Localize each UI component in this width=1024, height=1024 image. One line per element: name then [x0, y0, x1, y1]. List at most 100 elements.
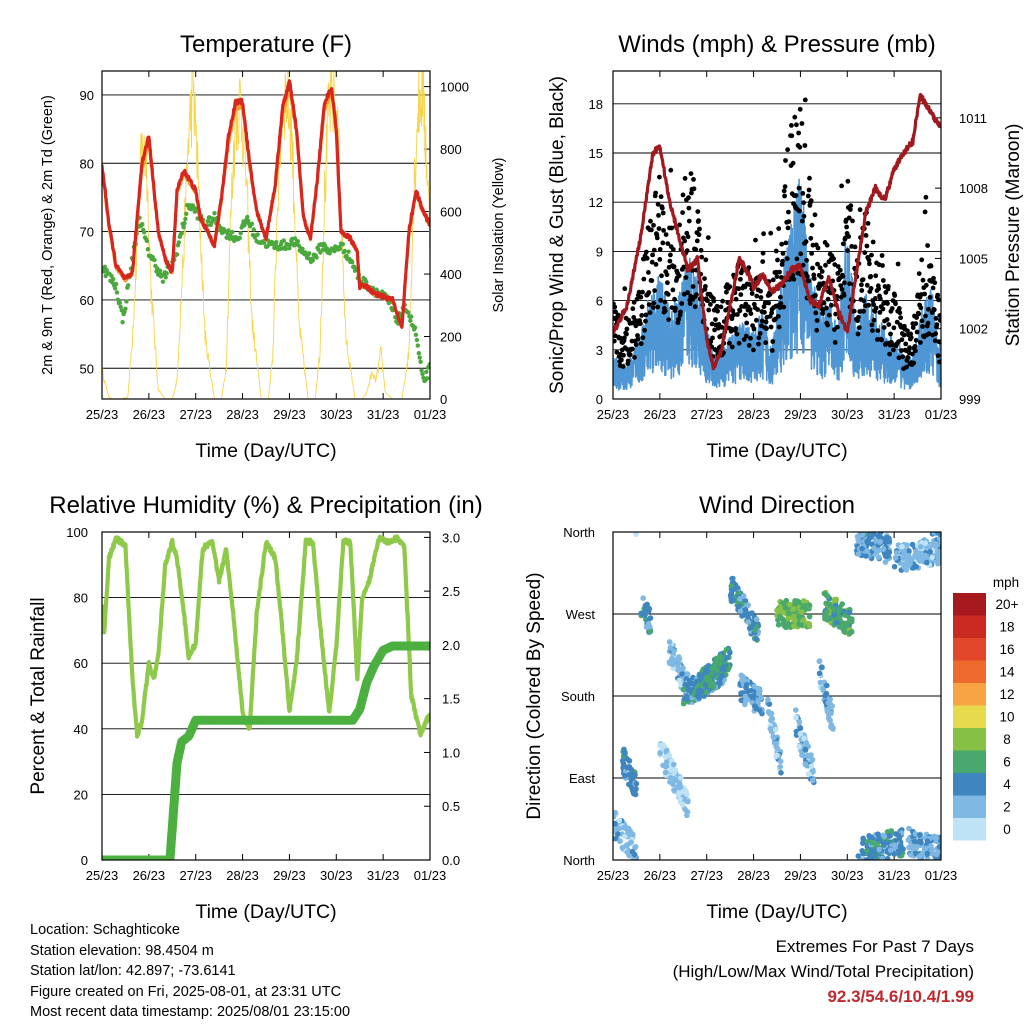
winds-gust-point: [682, 238, 688, 244]
winds-gust-point: [910, 325, 916, 330]
temp-dewpoint-point: [183, 216, 188, 222]
winds-gust-point: [660, 240, 666, 246]
winds-gust-point: [715, 308, 720, 314]
winds-gust-point: [813, 310, 819, 316]
winds-gust-point: [640, 335, 646, 341]
winds-gust-point: [840, 274, 846, 279]
dir-point: [824, 617, 830, 623]
temp-dewpoint-point: [109, 273, 114, 278]
dir-point: [924, 850, 931, 857]
winds-gust-point: [662, 308, 668, 314]
winds-gust-point: [806, 187, 812, 193]
temp-dewpoint-point: [425, 376, 430, 381]
temp-title: Temperature (F): [180, 31, 352, 58]
rh-y2tick-label: 1.0: [442, 745, 460, 760]
dir-point: [904, 542, 910, 548]
winds-gust-point: [657, 174, 662, 180]
winds-gust-point: [801, 213, 807, 219]
temp-dewpoint-point: [179, 231, 184, 236]
temp-dewpoint-point: [342, 248, 347, 254]
dir-point: [877, 538, 884, 545]
dir-legend-label: 2: [1003, 800, 1011, 815]
winds-gust-point: [782, 193, 787, 199]
elevation-text: Station elevation: 98.4504 m: [30, 942, 214, 959]
winds-gust-point: [643, 249, 649, 255]
dir-point: [895, 848, 902, 854]
winds-gust-point: [647, 310, 653, 316]
winds-gust-point: [624, 331, 629, 337]
winds-gust-point: [850, 218, 855, 224]
dir-point: [721, 667, 727, 673]
winds-gust-point: [730, 308, 736, 314]
temp-dewpoint-point: [145, 247, 151, 252]
winds-gust-point: [699, 254, 704, 260]
winds-gust-point: [625, 358, 631, 364]
dir-point: [708, 671, 715, 678]
dir-legend-swatch: [953, 750, 986, 773]
dir-point: [798, 622, 805, 628]
winds-gust-point: [698, 247, 704, 253]
winds-gust-point: [800, 191, 806, 196]
temp-dewpoint-point: [182, 221, 187, 226]
temp-dewpoint-point: [314, 255, 319, 260]
winds-ytick-label: 12: [589, 195, 603, 210]
dir-legend-label: 18: [999, 620, 1014, 635]
temp-dewpoint-point: [249, 221, 255, 226]
temp-dewpoint-point: [340, 242, 345, 247]
temp-dewpoint-point: [184, 211, 189, 216]
dir-ytick-label: North: [563, 853, 595, 868]
dir-point: [729, 575, 735, 582]
winds-gust-point: [731, 312, 737, 317]
winds-gust-point: [796, 130, 801, 136]
temp-dewpoint-point: [406, 310, 411, 315]
dir-point: [806, 623, 813, 630]
winds-gust-point: [923, 313, 928, 319]
winds-gust-point: [753, 237, 758, 243]
winds-gust-point: [824, 242, 830, 248]
rh-y2tick-label: 2.0: [442, 638, 460, 653]
winds-gust-point: [664, 272, 670, 278]
dir-point: [629, 848, 636, 855]
temp-dewpoint-point: [417, 355, 422, 360]
temp-dewpoint-point: [114, 290, 120, 295]
winds-gust-point: [734, 331, 740, 337]
winds-gust-point: [888, 331, 893, 337]
recent-data-text: Most recent data timestamp: 2025/08/01 2…: [30, 1004, 351, 1020]
winds-gust-point: [916, 311, 922, 317]
winds-gust-point: [719, 324, 725, 330]
winds-gust-point: [621, 352, 626, 358]
winds-gust-point: [919, 257, 925, 263]
temp-dewpoint-point: [230, 229, 235, 235]
dir-point: [680, 686, 687, 693]
winds-gust-point: [931, 275, 936, 281]
dir-point: [860, 835, 866, 842]
winds-gust-point: [627, 352, 633, 358]
winds-gust-point: [918, 340, 923, 345]
dir-point: [935, 555, 941, 562]
winds-gust-point: [837, 267, 843, 273]
winds-gust-point: [856, 325, 862, 330]
dir-legend-label: 8: [1003, 732, 1011, 747]
winds-gust-point: [879, 253, 885, 258]
winds-gust-point: [659, 205, 665, 211]
rh-xtick-label: 28/23: [226, 868, 259, 883]
rh-plot-border: [101, 531, 431, 861]
winds-gust-point: [868, 274, 874, 279]
dir-point: [767, 710, 773, 717]
winds-gust-point: [633, 342, 639, 347]
dir-point: [884, 534, 890, 541]
winds-gust-point: [811, 276, 817, 281]
dir-legend-label: 14: [999, 665, 1015, 680]
dir-point: [833, 596, 839, 603]
winds-gust-point: [656, 213, 661, 218]
winds-gust-point: [863, 233, 869, 238]
dir-xtick-label: 30/23: [831, 868, 864, 883]
winds-gust-point: [685, 234, 691, 240]
winds-gust-point: [880, 306, 886, 312]
dir-legend-swatch: [953, 638, 986, 661]
temp-dewpoint-point: [414, 337, 420, 343]
winds-gust-point: [691, 186, 697, 192]
rh-xtick-label: 29/23: [273, 868, 306, 883]
winds-gust-point: [926, 306, 931, 312]
dir-point: [671, 648, 677, 654]
